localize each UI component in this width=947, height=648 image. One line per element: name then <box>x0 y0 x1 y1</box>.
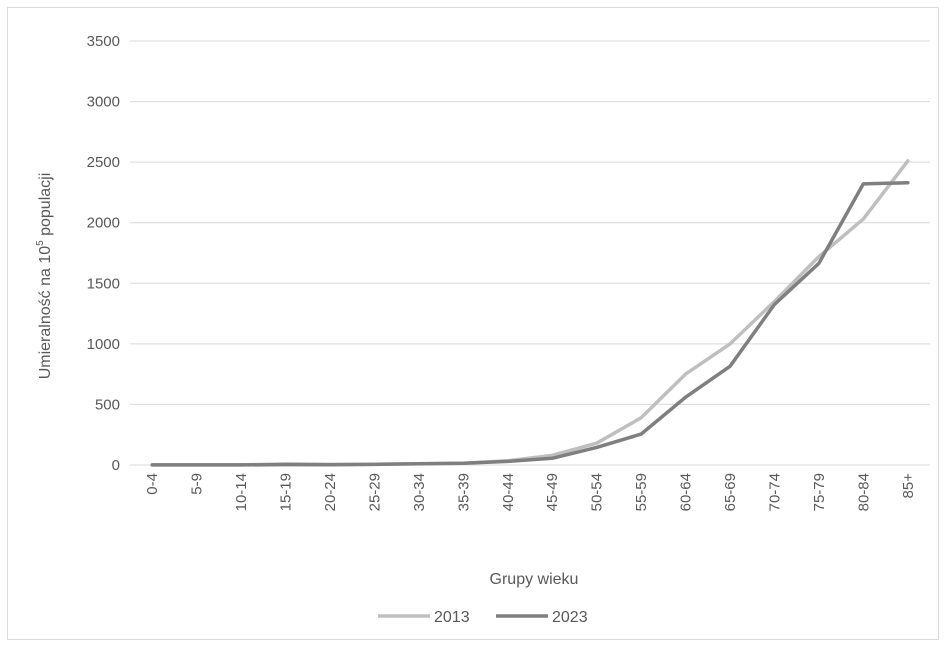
x-tick-label: 55-59 <box>633 473 650 511</box>
series-line-2023 <box>150 180 910 467</box>
x-tick-label: 60-64 <box>678 473 695 511</box>
x-tick-label: 30-34 <box>411 473 428 511</box>
x-tick-label: 80-84 <box>855 473 872 511</box>
x-tick-label: 85+ <box>900 473 917 499</box>
legend: 2013 2023 <box>378 609 588 626</box>
x-tick-label: 40-44 <box>500 473 517 511</box>
x-tick-label: 15-19 <box>278 473 295 511</box>
x-axis-title: Grupy wieku <box>490 571 579 588</box>
y-tick-label: 3500 <box>87 33 120 50</box>
series-line-2013 <box>150 159 910 467</box>
y-tick-label: 1500 <box>87 275 120 292</box>
y-tick-label: 2500 <box>87 154 120 171</box>
x-tick-label: 35-39 <box>455 473 472 511</box>
x-tick-label: 75-79 <box>811 473 828 511</box>
x-axis: 0-4 5-9 10-14 15-19 20-24 25-29 30-34 35-39 40-4… <box>144 473 917 512</box>
y-axis-title-superscript: 5 <box>35 240 46 246</box>
x-tick-label: 50-54 <box>589 473 606 511</box>
x-tick-label: 5-9 <box>189 473 206 495</box>
y-tick-label: 3000 <box>87 94 120 111</box>
y-tick-label: 1000 <box>87 336 120 353</box>
y-tick-label: 2000 <box>87 215 120 232</box>
gridlines <box>130 40 930 466</box>
x-tick-label: 45-49 <box>544 473 561 511</box>
x-tick-label: 65-69 <box>722 473 739 511</box>
x-tick-label: 0-4 <box>144 473 161 495</box>
y-axis-title: Umieralność na 105 populacji <box>35 173 54 380</box>
x-tick-label: 25-29 <box>366 473 383 511</box>
y-axis-title-suffix: populacji <box>37 173 54 241</box>
y-tick-label: 0 <box>112 457 120 474</box>
y-axis-ticks: 0 500 1000 1500 2000 2500 3000 3500 <box>87 33 120 474</box>
series-lines <box>150 159 910 467</box>
chart-frame <box>7 7 939 640</box>
y-axis-title-text: Umieralność na 10 <box>37 246 54 380</box>
legend-label-2013: 2013 <box>434 609 470 626</box>
y-tick-label: 500 <box>95 396 120 413</box>
x-tick-label: 20-24 <box>322 473 339 511</box>
x-tick-label: 10-14 <box>233 473 250 511</box>
legend-label-2023: 2023 <box>552 609 588 626</box>
x-tick-label: 70-74 <box>766 473 783 511</box>
